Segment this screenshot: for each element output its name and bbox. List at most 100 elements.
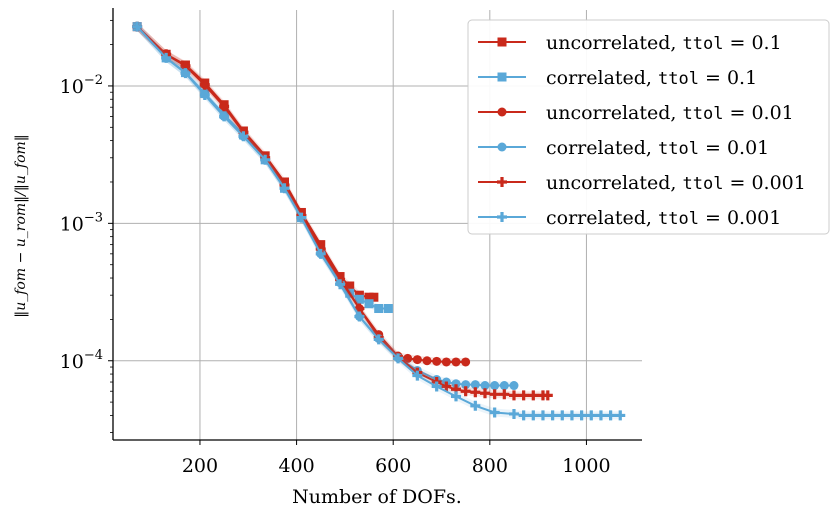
data-point (219, 101, 230, 112)
x-axis-label: Number of DOFs. (292, 486, 462, 508)
series-6 (132, 21, 626, 421)
data-point (219, 111, 230, 122)
data-point (557, 410, 568, 421)
y-tick-labels: 10−2 10−3 10−4 (60, 73, 103, 373)
data-point (432, 356, 442, 366)
data-point (509, 381, 519, 391)
data-point (383, 304, 393, 314)
data-point (374, 304, 384, 314)
legend-swatch-marker (497, 37, 507, 47)
data-point (441, 381, 452, 392)
legend-entry: correlated, ttol = 0.001 (478, 207, 781, 229)
data-point (412, 355, 422, 365)
data-point (461, 380, 471, 390)
data-point (441, 357, 451, 367)
data-point (296, 212, 307, 223)
data-point (364, 292, 374, 302)
data-point (199, 79, 210, 90)
data-point (470, 400, 481, 411)
legend-entry: uncorrelated, ttol = 0.01 (478, 102, 794, 124)
data-point (528, 410, 539, 421)
data-point (499, 389, 510, 400)
data-point (460, 386, 471, 397)
data-point (412, 370, 423, 381)
series-layer (132, 21, 626, 421)
data-point (422, 356, 432, 366)
data-point (518, 410, 529, 421)
data-point (345, 281, 355, 291)
data-point (547, 410, 558, 421)
legend-swatch-marker (497, 107, 507, 117)
data-point (542, 390, 553, 401)
legend-swatch-marker (497, 177, 507, 187)
legend-entry: uncorrelated, ttol = 0.001 (478, 172, 806, 194)
legend-label: uncorrelated, ttol = 0.1 (546, 32, 782, 54)
data-point (335, 279, 346, 290)
legend-label: uncorrelated, ttol = 0.01 (546, 102, 794, 124)
data-point (595, 410, 606, 421)
data-point (180, 68, 191, 79)
series-line (136, 25, 374, 299)
data-point (238, 131, 249, 142)
data-point (451, 391, 462, 402)
legend-entry: correlated, ttol = 0.1 (478, 67, 757, 89)
data-point (260, 154, 271, 165)
data-point (451, 357, 461, 367)
data-point (279, 183, 290, 194)
data-point (518, 390, 529, 401)
x-tick-label: 1000 (562, 455, 610, 477)
legend-frame (467, 19, 830, 235)
data-point (470, 380, 480, 390)
legend-entry: correlated, ttol = 0.01 (478, 137, 769, 159)
data-point (393, 353, 404, 364)
legend-label: correlated, ttol = 0.01 (546, 137, 769, 159)
data-point (461, 357, 471, 367)
data-point (161, 52, 172, 63)
data-point (354, 311, 365, 322)
axes (108, 8, 642, 445)
data-point (566, 410, 577, 421)
data-point (354, 294, 364, 304)
series-band (137, 22, 548, 400)
legend: uncorrelated, ttol = 0.1 correlated, ttol… (467, 19, 830, 235)
data-point (480, 381, 490, 391)
data-point (369, 292, 379, 302)
legend-label: correlated, ttol = 0.1 (546, 67, 757, 89)
legend-swatch-marker (497, 142, 507, 152)
data-point (489, 407, 500, 418)
data-point (132, 21, 143, 32)
data-point (364, 299, 374, 309)
data-point (373, 334, 384, 345)
data-point (479, 388, 490, 399)
data-point (431, 381, 442, 392)
data-point (199, 89, 210, 100)
data-point (508, 390, 519, 401)
data-point (403, 353, 413, 363)
data-point (508, 408, 519, 419)
data-point (605, 410, 616, 421)
data-point (489, 389, 500, 400)
legend-swatch-marker (497, 72, 507, 82)
legend-entry: uncorrelated, ttol = 0.1 (478, 32, 782, 54)
series-band (137, 22, 374, 302)
data-point (451, 379, 461, 389)
data-point (615, 410, 626, 421)
x-tick-labels: 200 400 600 800 1000 (182, 455, 611, 477)
series-line (136, 26, 389, 310)
data-point (499, 381, 509, 391)
x-tick-label: 200 (182, 455, 218, 477)
x-tick-label: 800 (472, 455, 508, 477)
legend-swatch-marker (497, 212, 507, 222)
data-point (528, 390, 539, 401)
y-axis-label: ‖u_fom − u_rom‖/‖u_fom‖ (13, 134, 29, 318)
data-point (315, 248, 326, 259)
data-point (470, 387, 481, 398)
data-point (537, 410, 548, 421)
x-tick-label: 600 (375, 455, 411, 477)
y-tick-label: 10−4 (60, 348, 103, 373)
y-tick-label: 10−3 (60, 210, 103, 235)
legend-label: correlated, ttol = 0.001 (546, 207, 781, 229)
data-point (576, 410, 587, 421)
y-axis-label-text: ‖u_fom − u_rom‖/‖u_fom‖ (13, 134, 29, 318)
